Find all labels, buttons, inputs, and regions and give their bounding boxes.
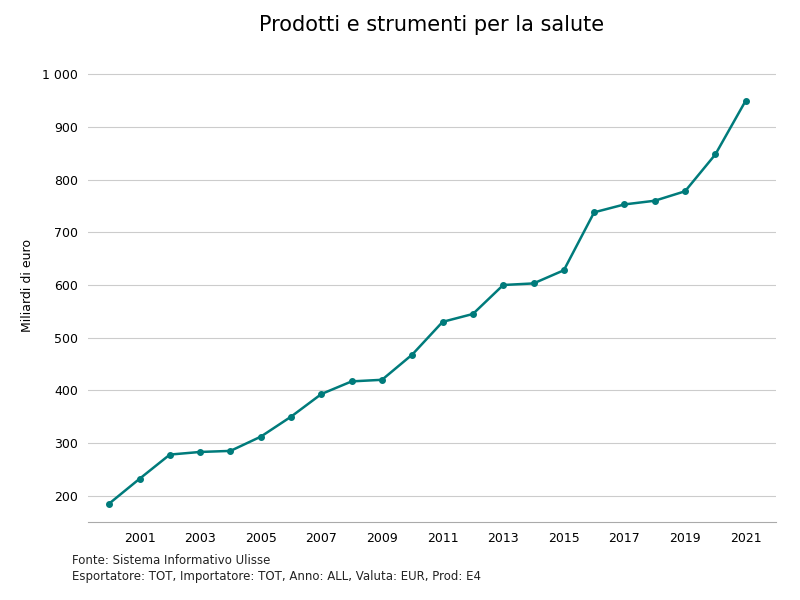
Title: Prodotti e strumenti per la salute: Prodotti e strumenti per la salute <box>259 16 605 35</box>
Text: Fonte: Sistema Informativo Ulisse: Fonte: Sistema Informativo Ulisse <box>72 554 270 567</box>
Text: Esportatore: TOT, Importatore: TOT, Anno: ALL, Valuta: EUR, Prod: E4: Esportatore: TOT, Importatore: TOT, Anno… <box>72 570 481 583</box>
Y-axis label: Miliardi di euro: Miliardi di euro <box>21 238 34 331</box>
